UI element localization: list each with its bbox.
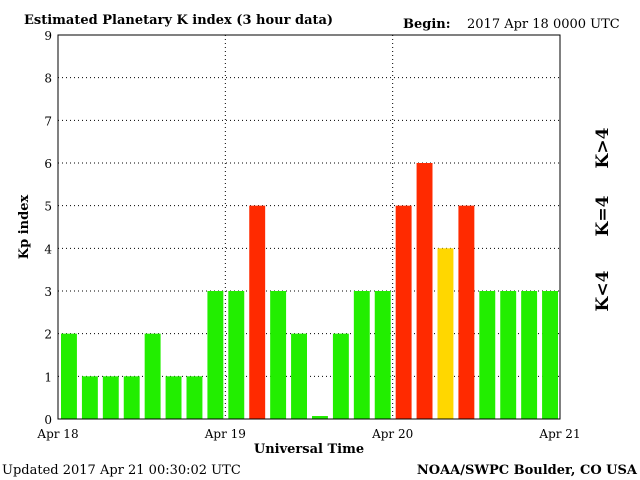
x-tick-labels: Apr 18 Apr 19 Apr 20 Apr 21 <box>36 427 580 441</box>
kp-bar <box>353 291 370 419</box>
legend-k-equal-4: K=4 <box>593 195 613 236</box>
x-tick-label: Apr 20 <box>371 427 413 441</box>
x-tick-label: Apr 21 <box>538 427 580 441</box>
y-tick-label: 0 <box>44 413 52 427</box>
kp-bar <box>479 291 496 419</box>
kp-bar <box>291 333 307 419</box>
kp-bar <box>437 248 454 419</box>
begin-value: 2017 Apr 18 0000 UTC <box>467 17 620 32</box>
kp-bar <box>207 291 224 419</box>
updated-timestamp: Updated 2017 Apr 21 00:30:02 UTC <box>2 463 241 478</box>
kp-bar <box>249 205 266 419</box>
credit-text: NOAA/SWPC Boulder, CO USA <box>417 463 638 478</box>
y-tick-labels: 0 1 2 3 4 5 6 7 8 9 <box>44 29 52 427</box>
y-tick-label: 1 <box>44 370 52 384</box>
x-tick-label: Apr 18 <box>36 427 78 441</box>
kp-bar <box>144 333 161 419</box>
y-tick-label: 8 <box>44 72 52 86</box>
legend-k-less-4: K<4 <box>593 270 613 311</box>
y-tick-label: 7 <box>44 114 52 128</box>
kp-bar <box>395 205 412 419</box>
kp-bar <box>500 291 517 419</box>
kp-bar <box>458 205 475 419</box>
kp-bar <box>61 333 77 419</box>
kp-bar <box>542 291 558 419</box>
kp-bar <box>332 333 349 419</box>
kp-bar <box>165 376 182 419</box>
grid-lines <box>58 35 560 419</box>
y-axis-title: Kp index <box>17 195 32 260</box>
y-tick-label: 9 <box>44 29 52 43</box>
kp-bar <box>228 291 245 419</box>
kp-bar <box>416 163 433 419</box>
y-tick-label: 2 <box>44 328 52 342</box>
y-tick-label: 3 <box>44 285 52 299</box>
chart-title: Estimated Planetary K index (3 hour data… <box>24 13 333 28</box>
y-tick-label: 6 <box>44 157 52 171</box>
kp-bar <box>123 376 140 419</box>
begin-label: Begin: <box>403 17 451 32</box>
kp-bar <box>186 376 203 419</box>
kp-bar <box>81 376 98 419</box>
y-tick-label: 4 <box>44 242 52 256</box>
legend-k-greater-4: K>4 <box>593 127 613 168</box>
kp-bar <box>102 376 119 419</box>
plot-frame <box>57 34 561 420</box>
kp-bar <box>374 291 391 419</box>
kp-bar <box>312 416 328 419</box>
kp-bar <box>521 291 538 419</box>
bars <box>61 163 558 419</box>
y-tick-label: 5 <box>44 200 52 214</box>
kp-bar <box>270 291 287 419</box>
x-tick-label: Apr 19 <box>204 427 246 441</box>
x-axis-title: Universal Time <box>254 442 364 457</box>
